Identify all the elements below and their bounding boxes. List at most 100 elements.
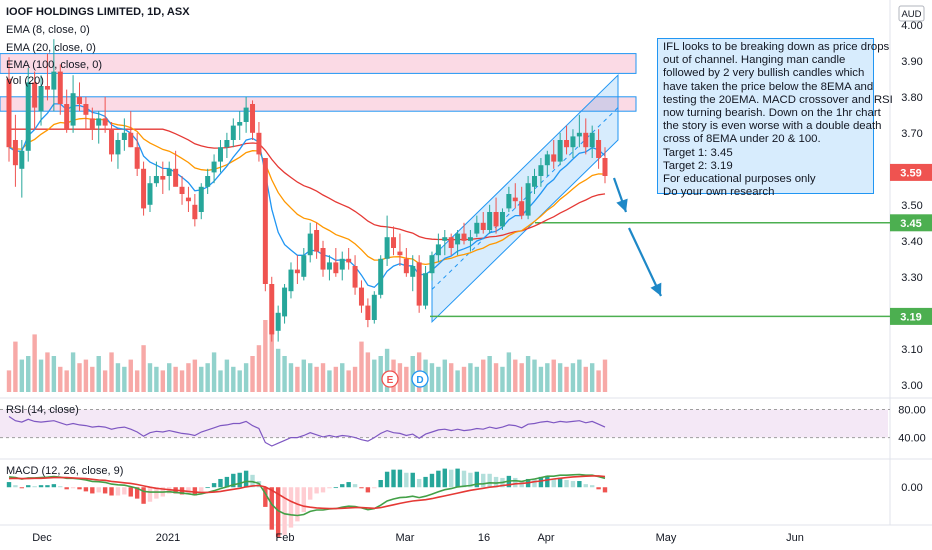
macd-histogram-bar <box>211 483 217 488</box>
candle-body <box>326 262 332 270</box>
ema8-legend[interactable]: EMA (8, close, 0) <box>6 24 90 36</box>
volume-bar <box>243 363 249 392</box>
price-tick-label: 3.10 <box>901 344 922 356</box>
macd-histogram-bar <box>77 487 82 490</box>
candle-body <box>173 168 179 187</box>
price-tick-label: 3.30 <box>901 272 922 284</box>
analysis-note[interactable]: IFL looks to be breaking down as price d… <box>657 38 893 198</box>
volume-bar <box>577 359 582 392</box>
price-tag-label: 3.45 <box>900 218 921 230</box>
symbol-title[interactable]: IOOF HOLDINGS LIMITED, 1D, ASX <box>6 6 190 18</box>
macd-histogram-bar <box>26 485 31 488</box>
macd-histogram-bar <box>436 470 441 488</box>
candle-body <box>147 183 153 205</box>
macd-histogram-bar <box>442 468 447 488</box>
volume-bar <box>263 320 268 392</box>
resistance-zone <box>0 53 637 74</box>
candle-body <box>551 154 557 162</box>
candle-body <box>602 158 608 176</box>
macd-histogram-bar <box>448 469 454 488</box>
ema8-line <box>8 103 606 289</box>
macd-histogram-bar <box>320 487 326 493</box>
candle-body <box>141 168 147 209</box>
candle-body <box>583 132 589 148</box>
candle-body <box>224 140 230 148</box>
volume-bar <box>359 341 364 392</box>
volume-bar <box>26 356 31 392</box>
target1-arrow-head <box>616 198 628 212</box>
volume-bar <box>173 366 178 392</box>
note-line: For educational purposes only <box>663 173 816 186</box>
macd-histogram-bar <box>333 487 339 489</box>
candle-body <box>198 186 204 212</box>
volume-bar <box>64 370 69 392</box>
volume-bar <box>372 359 377 392</box>
candle-body <box>134 147 140 169</box>
candle-body <box>435 244 441 256</box>
volume-bar <box>109 352 114 392</box>
macd-histogram-bar <box>102 487 108 494</box>
macd-signal-line <box>8 475 606 510</box>
macd-histogram-bar <box>602 487 608 493</box>
macd-histogram-bar <box>513 477 518 488</box>
volume-bar <box>45 352 50 392</box>
price-tick-label: 3.70 <box>901 128 922 140</box>
rsi-legend[interactable]: RSI (14, close) <box>6 404 79 416</box>
candle-body <box>217 147 223 162</box>
macd-histogram-bar <box>461 470 467 488</box>
volume-bar <box>468 363 473 392</box>
volume-bar <box>404 366 409 392</box>
macd-legend[interactable]: MACD (12, 26, close, 9) <box>6 465 124 477</box>
candle-body <box>442 237 448 241</box>
candle-body <box>576 132 582 137</box>
volume-bar <box>218 370 223 392</box>
macd-histogram-bar <box>45 485 50 488</box>
volume-bar <box>474 366 480 392</box>
volume-legend[interactable]: Vol (20) <box>6 75 44 87</box>
volume-bar <box>596 370 601 392</box>
macd-histogram-bar <box>423 476 428 488</box>
candle-body <box>262 158 268 284</box>
candle-body <box>160 176 166 180</box>
volume-bar <box>96 356 101 392</box>
macd-histogram-bar <box>346 482 351 488</box>
macd-histogram-bar <box>64 487 69 490</box>
volume-bar <box>333 366 339 392</box>
earnings-marker-label: E <box>387 375 394 386</box>
macd-histogram-bar <box>352 484 358 488</box>
volume-bar <box>6 370 12 392</box>
price-tick-label: 4.00 <box>901 20 922 32</box>
volume-bar <box>602 359 608 392</box>
volume-bar <box>506 352 512 392</box>
macd-histogram-bar <box>32 486 37 488</box>
candle-body <box>506 194 512 209</box>
candle-body <box>487 212 493 230</box>
volume-bar <box>301 359 306 392</box>
macd-histogram-bar <box>327 487 332 489</box>
ema100-legend[interactable]: EMA (100, close, 0) <box>6 59 102 71</box>
price-tag-label: 3.19 <box>900 311 921 323</box>
note-line: Do your own research <box>663 186 775 199</box>
candle-body <box>339 258 345 270</box>
volume-bar <box>32 334 37 392</box>
volume-bar <box>90 366 95 392</box>
candle-body <box>391 237 397 248</box>
ema20-legend[interactable]: EMA (20, close, 0) <box>6 42 96 54</box>
candle-body <box>12 140 18 166</box>
candle-body <box>102 118 108 126</box>
macd-histogram-bar <box>19 487 25 489</box>
volume-bar <box>179 370 185 392</box>
macd-histogram-bar <box>13 485 18 488</box>
volume-bar <box>275 348 281 392</box>
volume-bar <box>141 345 146 392</box>
candle-body <box>256 132 262 155</box>
macd-histogram-bar <box>288 487 294 528</box>
note-line: Target 2: 3.19 <box>663 159 733 172</box>
volume-bar <box>19 359 25 392</box>
note-line: the story is even worse with a double de… <box>663 120 882 133</box>
volume-bar <box>205 363 210 392</box>
macd-histogram-bar <box>243 470 249 488</box>
volume-bar <box>545 363 550 392</box>
macd-histogram-bar <box>275 487 281 537</box>
